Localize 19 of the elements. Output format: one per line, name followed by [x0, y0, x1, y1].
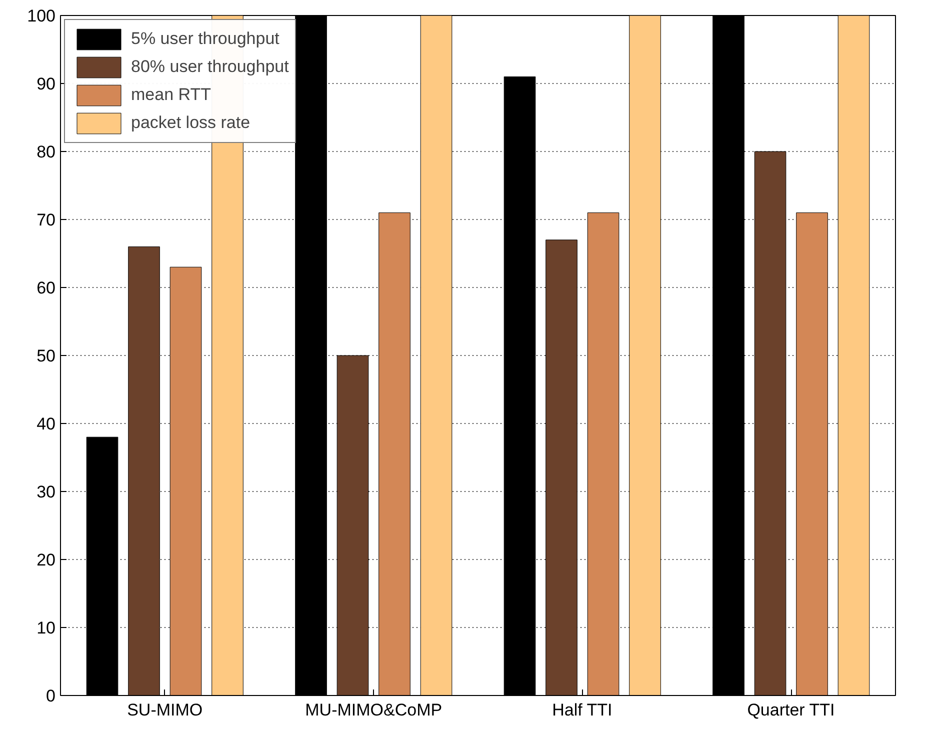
x-tick-label: MU-MIMO&CoMP — [305, 700, 442, 720]
y-tick-label: 10 — [36, 618, 56, 638]
x-tick-label: Quarter TTI — [747, 700, 835, 720]
y-tick-label: 100 — [27, 6, 56, 26]
y-tick-label: 30 — [36, 482, 56, 502]
y-tick-label: 60 — [36, 278, 56, 298]
y-tick-label: 20 — [36, 550, 56, 570]
legend-label: 5% user throughput — [131, 29, 280, 49]
x-tick-label: SU-MIMO — [127, 700, 203, 720]
x-tick-label: Half TTI — [552, 700, 612, 720]
legend-label: mean RTT — [131, 85, 211, 105]
legend-label: 80% user throughput — [131, 57, 289, 77]
y-tick-label: 0 — [46, 686, 56, 706]
legend-label: packet loss rate — [131, 113, 250, 133]
y-tick-label: 80 — [36, 142, 56, 162]
y-tick-label: 40 — [36, 414, 56, 434]
y-tick-label: 50 — [36, 346, 56, 366]
y-tick-label: 70 — [36, 210, 56, 230]
y-tick-label: 90 — [36, 74, 56, 94]
